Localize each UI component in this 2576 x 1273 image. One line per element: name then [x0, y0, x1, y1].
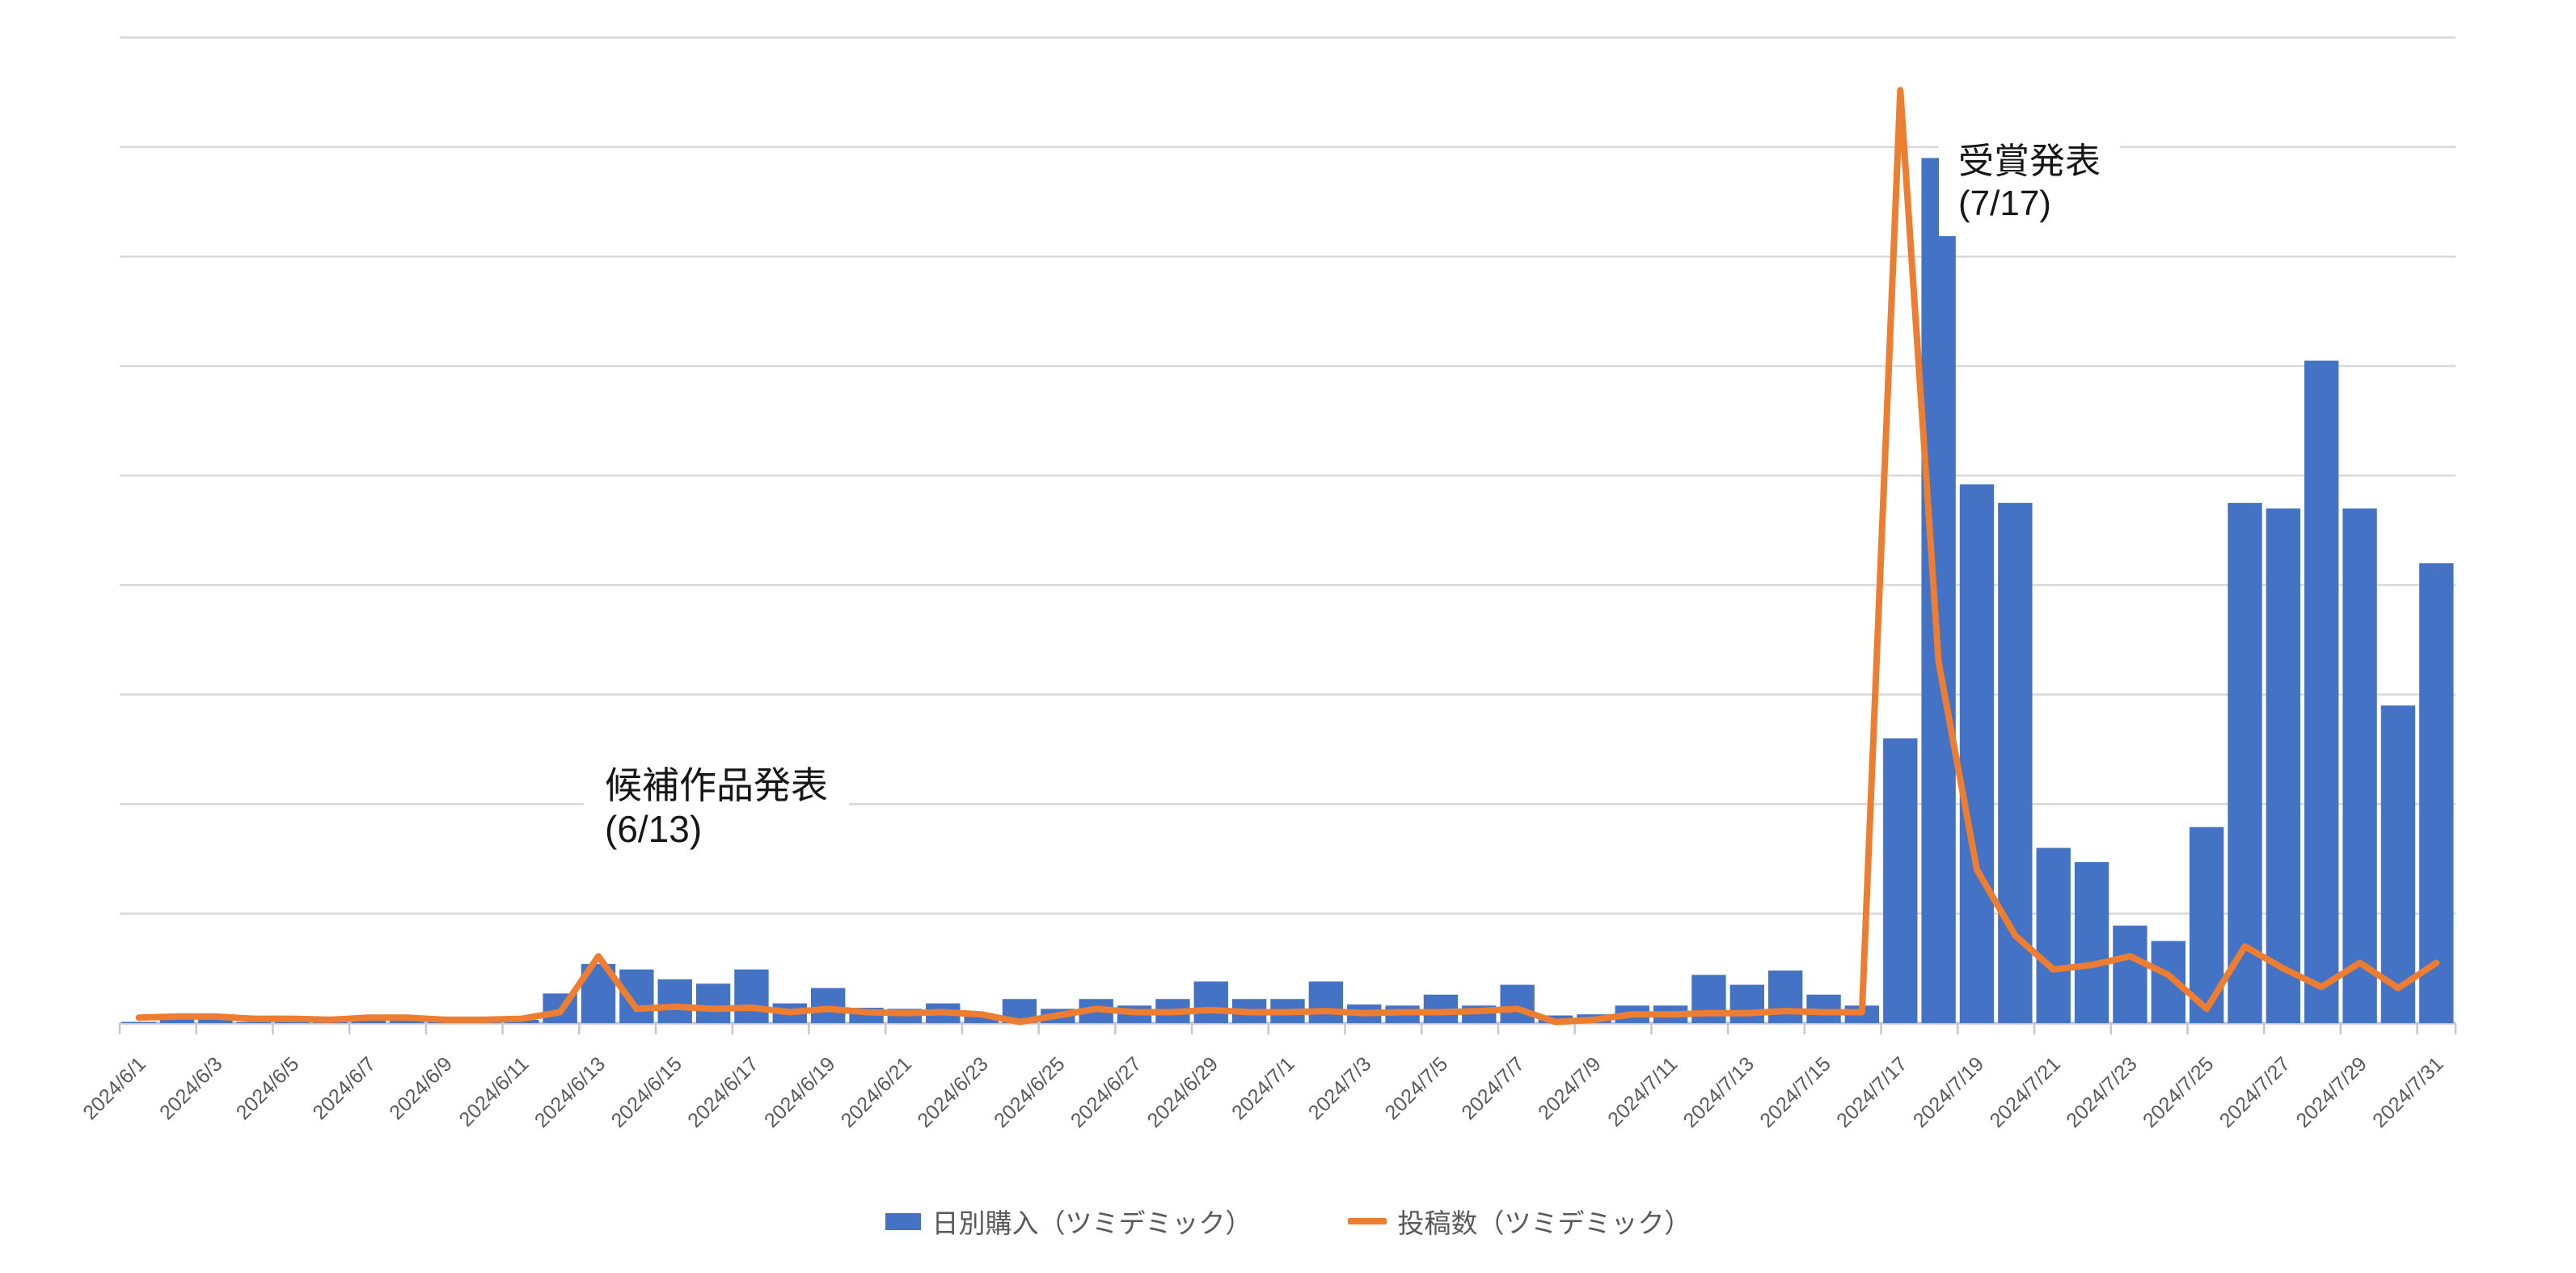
x-tick-label-2024/7/5: 2024/7/5 [1381, 1052, 1453, 1124]
bar-2024/7/7 [1500, 984, 1535, 1023]
bar-2024/6/23 [964, 1015, 999, 1023]
x-tick-label-2024/6/1: 2024/6/1 [78, 1052, 150, 1124]
annotation-candidate-announce: 候補作品発表 (6/13) [584, 755, 849, 863]
x-tick-label-2024/6/23: 2024/6/23 [913, 1052, 992, 1131]
bar-2024/7/28 [2304, 360, 2339, 1024]
x-tick-label-2024/6/19: 2024/6/19 [760, 1052, 839, 1131]
annotation-award-announce: 受賞発表 (7/17) [1939, 133, 2120, 236]
bar-2024/7/2 [1308, 981, 1344, 1023]
bar-2024/6/2 [159, 1018, 195, 1023]
annotation-candidate-line1: 候補作品発表 [605, 764, 828, 806]
bar-2024/7/23 [2113, 925, 2147, 1023]
x-tick-label-2024/7/15: 2024/7/15 [1755, 1052, 1835, 1131]
x-tick-label-2024/6/21: 2024/6/21 [837, 1052, 916, 1131]
x-tick-label-2024/6/11: 2024/6/11 [454, 1052, 533, 1131]
line-series-swatch [1347, 1218, 1387, 1224]
bar-2024/6/4 [236, 1021, 271, 1023]
x-tick-label-2024/6/13: 2024/6/13 [530, 1052, 610, 1131]
x-tick-label-2024/7/13: 2024/7/13 [1679, 1052, 1759, 1131]
bar-2024/7/17 [1883, 738, 1918, 1023]
x-tick-label-2024/7/27: 2024/7/27 [2215, 1052, 2295, 1131]
x-tick-label-2024/6/17: 2024/6/17 [683, 1052, 762, 1131]
x-tick-label-2024/7/11: 2024/7/11 [1603, 1052, 1682, 1131]
x-tick-label-2024/7/1: 2024/7/1 [1227, 1052, 1299, 1124]
bar-2024/7/31 [2419, 563, 2454, 1023]
x-tick-label-2024/6/5: 2024/6/5 [232, 1052, 304, 1124]
bar-2024/7/30 [2380, 705, 2416, 1023]
bar-2024/7/29 [2342, 508, 2377, 1023]
bar-2024/6/19 [810, 988, 846, 1023]
bar-2024/7/22 [2074, 861, 2109, 1023]
x-tick-label-2024/7/29: 2024/7/29 [2291, 1052, 2371, 1131]
bar-2024/7/19 [1959, 484, 1995, 1023]
x-tick-label-2024/6/25: 2024/6/25 [990, 1052, 1069, 1131]
bar-2024/6/29 [1193, 981, 1228, 1023]
x-tick-label-2024/7/31: 2024/7/31 [2368, 1052, 2447, 1131]
legend-item-daily-purchases: 日別購入（ツミデミック） [885, 1202, 1252, 1241]
legend-label-daily-purchases: 日別購入（ツミデミック） [931, 1208, 1252, 1238]
x-tick-label-2024/7/21: 2024/7/21 [1986, 1052, 2065, 1131]
x-tick-label-2024/7/7: 2024/7/7 [1457, 1052, 1529, 1124]
annotation-award-line1: 受賞発表 [1958, 142, 2101, 181]
x-tick-label-2024/7/17: 2024/7/17 [1832, 1052, 1911, 1131]
legend-item-post-count: 投稿数（ツミデミック） [1347, 1202, 1691, 1241]
bar-2024/7/26 [2228, 502, 2262, 1023]
bar-2024/7/18 [1921, 158, 1956, 1024]
bar-2024/7/13 [1729, 984, 1765, 1023]
x-tick-label-2024/6/3: 2024/6/3 [155, 1052, 227, 1124]
x-tick-label-2024/6/9: 2024/6/9 [385, 1052, 457, 1124]
x-tick-label-2024/7/3: 2024/7/3 [1304, 1052, 1376, 1124]
x-tick-label-2024/6/7: 2024/6/7 [308, 1052, 380, 1124]
x-tick-label-2024/7/25: 2024/7/25 [2139, 1052, 2218, 1131]
bar-2024/6/1 [121, 1021, 156, 1023]
x-tick-label-2024/6/15: 2024/6/15 [607, 1052, 686, 1131]
bar-2024/7/27 [2266, 508, 2301, 1023]
chart-legend: 日別購入（ツミデミック） 投稿数（ツミデミック） [0, 1202, 2576, 1241]
x-tick-label-2024/6/27: 2024/6/27 [1066, 1052, 1146, 1131]
annotation-award-line2: (7/17) [1958, 183, 2051, 223]
line-series-post-count [135, 87, 2440, 1026]
x-tick-label-2024/7/19: 2024/7/19 [1909, 1052, 1988, 1131]
bar-2024/6/17 [734, 969, 769, 1023]
bar-2024/6/5 [274, 1021, 310, 1023]
x-tick-label-2024/7/23: 2024/7/23 [2062, 1052, 2141, 1131]
bar-2024/6/15 [657, 979, 692, 1023]
annotation-candidate-line2: (6/13) [605, 808, 703, 851]
bar-2024/7/21 [2036, 848, 2071, 1023]
bar-2024/7/14 [1768, 971, 1803, 1023]
bar-2024/6/16 [695, 983, 731, 1023]
x-tick-label-2024/7/9: 2024/7/9 [1534, 1052, 1606, 1124]
legend-label-post-count: 投稿数（ツミデミック） [1397, 1208, 1691, 1238]
bar-series-swatch [885, 1212, 921, 1230]
x-tick-label-2024/6/29: 2024/6/29 [1143, 1052, 1223, 1131]
